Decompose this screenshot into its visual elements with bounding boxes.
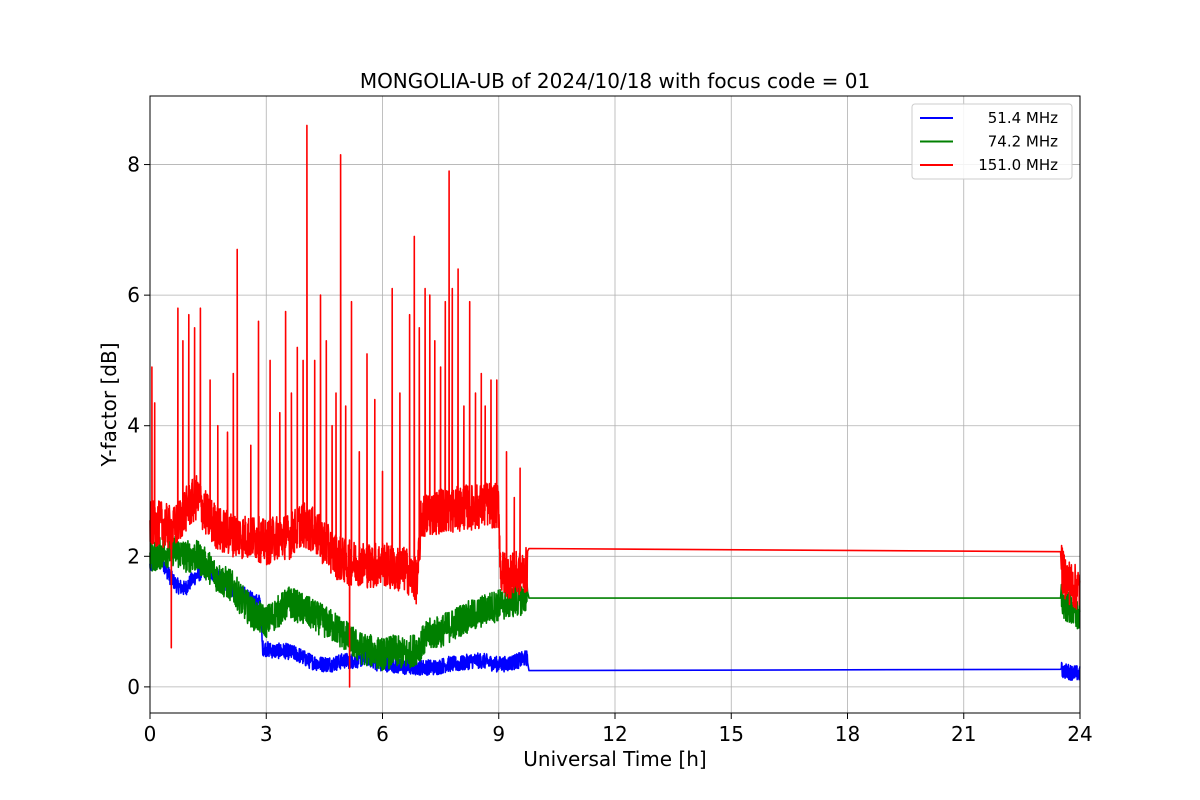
series-line xyxy=(149,124,1081,688)
x-axis-label: Universal Time [h] xyxy=(523,747,706,771)
legend-label: 51.4 MHz xyxy=(988,109,1058,127)
series-layer xyxy=(149,124,1081,688)
x-tick-label: 24 xyxy=(1067,722,1092,746)
y-tick-label: 2 xyxy=(127,544,140,568)
x-tick-label: 18 xyxy=(835,722,860,746)
x-tick-label: 0 xyxy=(144,722,157,746)
y-tick-label: 4 xyxy=(127,414,140,438)
series-line xyxy=(149,533,1081,672)
x-tick-label: 12 xyxy=(602,722,627,746)
y-axis-label: Y-factor [dB] xyxy=(97,342,121,467)
x-tick-label: 21 xyxy=(951,722,976,746)
series-74-2-mhz xyxy=(149,533,1081,672)
y-tick-label: 6 xyxy=(127,283,140,307)
y-tick-label: 8 xyxy=(127,153,140,177)
legend-label: 151.0 MHz xyxy=(978,156,1058,174)
y-tick-label: 0 xyxy=(127,675,140,699)
legend-label: 74.2 MHz xyxy=(988,133,1058,151)
series-151-0-mhz xyxy=(149,124,1081,688)
legend: 51.4 MHz 74.2 MHz 151.0 MHz xyxy=(911,103,1073,180)
x-tick-label: 15 xyxy=(719,722,744,746)
chart-title: MONGOLIA-UB of 2024/10/18 with focus cod… xyxy=(360,69,870,93)
x-tick-label: 9 xyxy=(492,722,505,746)
x-tick-label: 3 xyxy=(260,722,273,746)
legend-box xyxy=(911,103,1073,180)
x-tick-label: 6 xyxy=(376,722,389,746)
